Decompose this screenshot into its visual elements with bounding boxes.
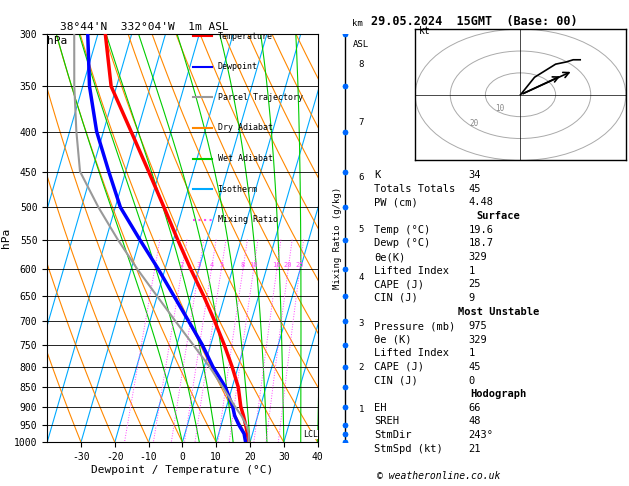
Text: θe(K): θe(K) <box>374 252 406 262</box>
Text: Temp (°C): Temp (°C) <box>374 225 430 235</box>
Text: 7: 7 <box>359 119 364 127</box>
Text: Dry Adiabat: Dry Adiabat <box>218 123 272 132</box>
Text: Mixing Ratio: Mixing Ratio <box>218 215 277 224</box>
Text: 4: 4 <box>359 274 364 282</box>
Text: Isotherm: Isotherm <box>218 185 257 193</box>
Text: 48: 48 <box>469 417 481 426</box>
Text: 21: 21 <box>469 444 481 453</box>
Text: 45: 45 <box>469 184 481 193</box>
Text: Lifted Index: Lifted Index <box>374 348 449 358</box>
Text: Most Unstable: Most Unstable <box>458 308 539 317</box>
Text: 5: 5 <box>220 262 223 268</box>
Text: km: km <box>352 19 363 28</box>
Text: 8: 8 <box>359 60 364 69</box>
Text: 1: 1 <box>469 348 475 358</box>
Text: 3: 3 <box>359 319 364 328</box>
Text: 1: 1 <box>469 266 475 276</box>
Text: 6: 6 <box>359 173 364 182</box>
Text: Wet Adiabat: Wet Adiabat <box>218 154 272 163</box>
Text: hPa: hPa <box>47 36 67 47</box>
Text: CAPE (J): CAPE (J) <box>374 362 424 372</box>
Text: 18.7: 18.7 <box>469 239 494 248</box>
Text: 8: 8 <box>241 262 245 268</box>
Text: CIN (J): CIN (J) <box>374 293 418 303</box>
Text: Parcel Trajectory: Parcel Trajectory <box>218 93 303 102</box>
Text: Pressure (mb): Pressure (mb) <box>374 321 455 331</box>
Text: 29.05.2024  15GMT  (Base: 00): 29.05.2024 15GMT (Base: 00) <box>371 15 577 28</box>
Text: 10: 10 <box>495 104 504 113</box>
Text: 4: 4 <box>209 262 214 268</box>
X-axis label: Dewpoint / Temperature (°C): Dewpoint / Temperature (°C) <box>91 465 274 475</box>
Text: 975: 975 <box>469 321 487 331</box>
Text: ASL: ASL <box>352 40 369 49</box>
Text: 3: 3 <box>197 262 201 268</box>
Text: 25: 25 <box>296 262 304 268</box>
Text: Totals Totals: Totals Totals <box>374 184 455 193</box>
Text: 329: 329 <box>469 252 487 262</box>
Text: 243°: 243° <box>469 430 494 440</box>
Text: CAPE (J): CAPE (J) <box>374 279 424 289</box>
Text: LCL: LCL <box>303 430 318 439</box>
Text: 2: 2 <box>359 364 364 372</box>
Text: EH: EH <box>374 403 387 413</box>
Text: 16: 16 <box>272 262 281 268</box>
Text: 19.6: 19.6 <box>469 225 494 235</box>
Text: Surface: Surface <box>477 211 520 221</box>
Text: Temperature: Temperature <box>218 32 272 40</box>
Text: 4.48: 4.48 <box>469 197 494 207</box>
Text: 10: 10 <box>250 262 258 268</box>
Text: 20: 20 <box>470 119 479 128</box>
Text: Hodograph: Hodograph <box>470 389 526 399</box>
Text: kt: kt <box>419 26 430 35</box>
Text: Dewp (°C): Dewp (°C) <box>374 239 430 248</box>
Text: Dewpoint: Dewpoint <box>218 62 257 71</box>
Text: 25: 25 <box>469 279 481 289</box>
Text: StmSpd (kt): StmSpd (kt) <box>374 444 443 453</box>
Text: 34: 34 <box>469 170 481 180</box>
Text: StmDir: StmDir <box>374 430 412 440</box>
Text: θe (K): θe (K) <box>374 335 412 345</box>
Text: 329: 329 <box>469 335 487 345</box>
Text: CIN (J): CIN (J) <box>374 376 418 385</box>
Text: 5: 5 <box>359 225 364 234</box>
Text: PW (cm): PW (cm) <box>374 197 418 207</box>
Text: © weatheronline.co.uk: © weatheronline.co.uk <box>377 471 501 481</box>
Text: 1: 1 <box>359 405 364 414</box>
Text: 2: 2 <box>180 262 184 268</box>
Text: Mixing Ratio (g/kg): Mixing Ratio (g/kg) <box>333 187 342 289</box>
Text: 45: 45 <box>469 362 481 372</box>
Text: 0: 0 <box>469 376 475 385</box>
Text: Lifted Index: Lifted Index <box>374 266 449 276</box>
Text: SREH: SREH <box>374 417 399 426</box>
Text: K: K <box>374 170 381 180</box>
Text: 9: 9 <box>469 293 475 303</box>
Text: 66: 66 <box>469 403 481 413</box>
Text: 20: 20 <box>284 262 292 268</box>
Text: 1: 1 <box>153 262 157 268</box>
Y-axis label: hPa: hPa <box>1 228 11 248</box>
Text: 38°44'N  332°04'W  1m ASL: 38°44'N 332°04'W 1m ASL <box>60 21 228 32</box>
